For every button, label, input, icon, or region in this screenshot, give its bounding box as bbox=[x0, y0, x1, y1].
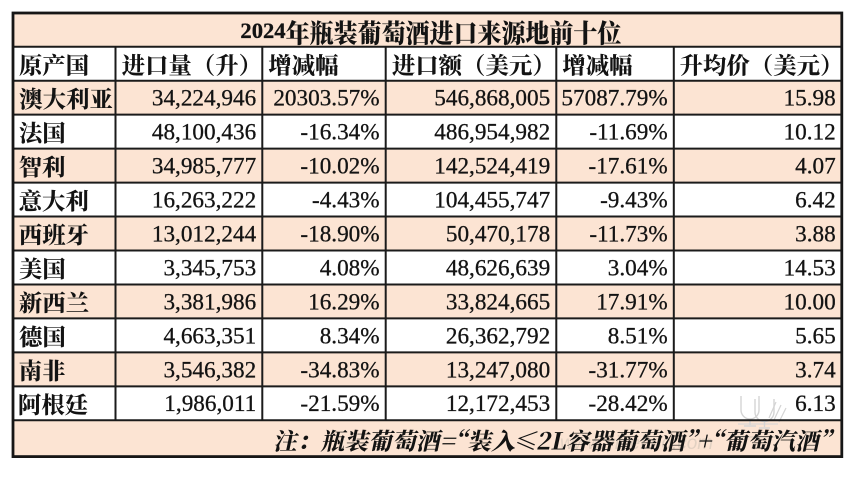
svg-text:16.29%: 16.29% bbox=[308, 289, 380, 315]
svg-text:-16.34%: -16.34% bbox=[300, 120, 379, 146]
svg-text:13,247,080: 13,247,080 bbox=[446, 357, 550, 383]
svg-text:34,985,777: 34,985,777 bbox=[152, 154, 256, 180]
svg-text:3.04%: 3.04% bbox=[608, 255, 668, 281]
svg-text:-18.90%: -18.90% bbox=[300, 221, 379, 247]
svg-text:8.51%: 8.51% bbox=[608, 323, 668, 349]
svg-text:3,345,753: 3,345,753 bbox=[163, 255, 256, 281]
svg-text:-34.83%: -34.83% bbox=[300, 357, 379, 383]
svg-text:-11.73%: -11.73% bbox=[589, 221, 667, 247]
svg-text:-28.42%: -28.42% bbox=[588, 391, 667, 417]
svg-text:4.08%: 4.08% bbox=[320, 255, 380, 281]
svg-text:-10.02%: -10.02% bbox=[300, 154, 379, 180]
svg-text:10.00: 10.00 bbox=[784, 289, 836, 315]
svg-text:-21.59%: -21.59% bbox=[300, 391, 379, 417]
svg-text:15.98: 15.98 bbox=[784, 86, 836, 112]
svg-text:8.34%: 8.34% bbox=[320, 323, 380, 349]
svg-text:12,172,453: 12,172,453 bbox=[446, 391, 550, 417]
svg-text:-31.77%: -31.77% bbox=[588, 357, 667, 383]
svg-text:142,524,419: 142,524,419 bbox=[434, 154, 550, 180]
svg-text:3,546,382: 3,546,382 bbox=[163, 357, 256, 383]
svg-text:-4.43%: -4.43% bbox=[312, 188, 380, 214]
svg-text:3.74: 3.74 bbox=[795, 357, 836, 383]
svg-text:48,100,436: 48,100,436 bbox=[152, 120, 256, 146]
svg-text:5.65: 5.65 bbox=[795, 323, 836, 349]
svg-text:-17.61%: -17.61% bbox=[588, 154, 667, 180]
svg-text:20303.57%: 20303.57% bbox=[273, 86, 379, 112]
svg-text:57087.79%: 57087.79% bbox=[561, 86, 667, 112]
svg-text:6.13: 6.13 bbox=[795, 391, 836, 417]
svg-text:17.91%: 17.91% bbox=[596, 289, 668, 315]
svg-text:33,824,665: 33,824,665 bbox=[446, 289, 550, 315]
svg-text:3.88: 3.88 bbox=[795, 221, 836, 247]
svg-text:6.42: 6.42 bbox=[795, 188, 836, 214]
svg-text:2024: 2024 bbox=[240, 18, 285, 43]
svg-text:16,263,222: 16,263,222 bbox=[152, 188, 256, 214]
svg-text:546,868,005: 546,868,005 bbox=[434, 86, 550, 112]
svg-text:50,470,178: 50,470,178 bbox=[446, 221, 550, 247]
svg-text:48,626,639: 48,626,639 bbox=[446, 255, 550, 281]
svg-text:4,663,351: 4,663,351 bbox=[163, 323, 256, 349]
svg-text:1,986,011: 1,986,011 bbox=[164, 391, 256, 417]
svg-text:26,362,792: 26,362,792 bbox=[446, 323, 550, 349]
svg-text:-9.43%: -9.43% bbox=[600, 188, 668, 214]
svg-text:3,381,986: 3,381,986 bbox=[163, 289, 256, 315]
svg-text:4.07: 4.07 bbox=[795, 154, 836, 180]
svg-text:486,954,982: 486,954,982 bbox=[434, 120, 550, 146]
svg-text:34,224,946: 34,224,946 bbox=[152, 86, 256, 112]
svg-text:13,012,244: 13,012,244 bbox=[152, 221, 257, 247]
svg-text:-11.69%: -11.69% bbox=[589, 120, 667, 146]
svg-text:104,455,747: 104,455,747 bbox=[434, 188, 550, 214]
svg-text:10.12: 10.12 bbox=[784, 120, 836, 146]
svg-text:14.53: 14.53 bbox=[784, 255, 836, 281]
